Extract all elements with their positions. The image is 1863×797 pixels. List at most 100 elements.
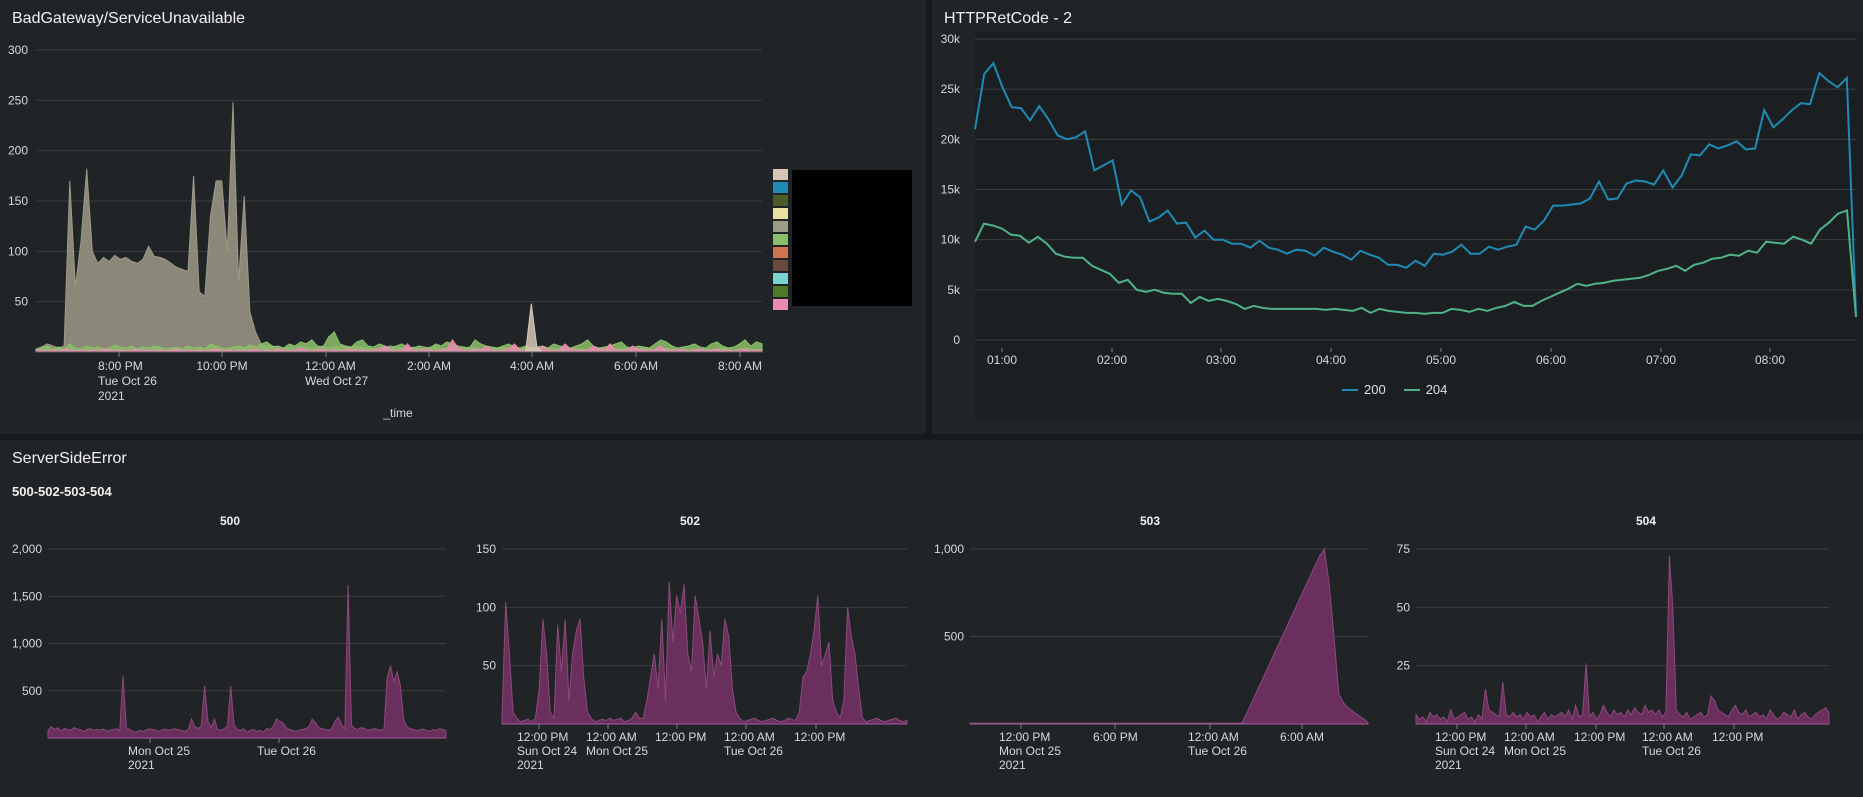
legend-swatch-0 [773, 169, 788, 180]
c503-title: 503 [1140, 514, 1160, 528]
http-ret-legend: 200 204 [1342, 382, 1447, 397]
c500-title: 500 [220, 514, 240, 528]
c504-xtick-label: 2021 [1435, 758, 1462, 772]
bad-ytick-label: 200 [8, 144, 28, 158]
server-side-panel: ServerSideError 500-502-503-504 500 500 1,… [0, 440, 1863, 797]
bad-ytick-label: 150 [8, 194, 28, 208]
c504-xtick-label: 12:00 AM [1642, 730, 1693, 744]
c504-ytick-label: 25 [1397, 659, 1411, 673]
c502-xtick-label: 2021 [517, 758, 544, 772]
server-side-title: ServerSideError [12, 450, 127, 467]
http-xtick-label: 01:00 [987, 353, 1017, 367]
c500-area [47, 584, 447, 739]
legend-item-204[interactable]: 204 [1403, 382, 1448, 397]
http-xtick-label: 03:00 [1206, 353, 1236, 367]
legend-label-200: 200 [1364, 382, 1386, 397]
c504-xtick-label: Sun Oct 24 [1435, 744, 1495, 758]
c500-ytick-label: 1,000 [12, 637, 42, 651]
http-ytick-label: 15k [941, 183, 961, 197]
bad-xtick-label: Tue Oct 26 [98, 374, 157, 388]
legend-swatch-9 [773, 286, 788, 297]
c500-ytick-label: 1,500 [12, 589, 42, 603]
c502-xtick-label: Tue Oct 26 [724, 744, 783, 758]
http-xtick-label: 06:00 [1536, 353, 1566, 367]
http-ytick-label: 5k [947, 283, 961, 297]
c502-xtick-label: Mon Oct 25 [586, 744, 648, 758]
c503-xtick-label: 12:00 PM [999, 730, 1050, 744]
legend-swatch-2 [773, 195, 788, 206]
bad-gateway-panel: BadGateway/ServiceUnavailable 50 100 150 20… [0, 0, 926, 434]
http-ret-panel: HTTPRetCode - 2 0 5k 10k 15k 20k 25k 30k 01:00 0… [932, 0, 1863, 434]
c500-ytick-label: 2,000 [12, 542, 42, 556]
c504-xtick-label: 12:00 PM [1435, 730, 1486, 744]
legend-swatches [773, 169, 788, 312]
c502-xtick-label: 12:00 PM [794, 730, 845, 744]
http-xtick-label: 04:00 [1316, 353, 1346, 367]
legend-swatch-10 [773, 299, 788, 310]
http-xtick-label: 02:00 [1097, 353, 1127, 367]
c500-xtick-label: 2021 [128, 758, 155, 772]
legend-swatch-7 [773, 260, 788, 271]
legend-item-200[interactable]: 200 [1342, 382, 1386, 397]
legend-swatch-8 [773, 273, 788, 284]
c502-ytick-label: 100 [476, 600, 496, 614]
bad-xtick-label: 12:00 AM [305, 359, 356, 373]
c504-xtick-label: 12:00 AM [1504, 730, 1555, 744]
bad-ytick-label: 300 [8, 43, 28, 57]
http-ret-title: HTTPRetCode - 2 [944, 10, 1073, 27]
bad-ytick-label: 50 [15, 295, 29, 309]
legend-line-200 [1342, 388, 1358, 391]
bad-area-main [35, 102, 763, 353]
c504-xtick-label: Mon Oct 25 [1504, 744, 1566, 758]
c502-ytick-label: 150 [476, 542, 496, 556]
http-ytick-label: 10k [941, 233, 961, 247]
legend-swatch-4 [773, 221, 788, 232]
legend-swatch-3 [773, 208, 788, 219]
bad-xtick-label: 8:00 AM [718, 359, 762, 373]
bad-xtick-label: 2021 [98, 389, 125, 403]
http-ytick-label: 30k [941, 32, 961, 46]
bad-xtick-label: 2:00 AM [407, 359, 451, 373]
c504-xtick-label: 12:00 PM [1574, 730, 1625, 744]
c503-ytick-label: 500 [944, 630, 964, 644]
c503-xtick-label: 6:00 AM [1280, 730, 1324, 744]
c503-xtick-label: 2021 [999, 758, 1026, 772]
bad-xtick-label: 8:00 PM [98, 359, 143, 373]
c503-ytick-label: 1,000 [934, 542, 964, 556]
c504-title: 504 [1636, 514, 1656, 528]
bad-xtick-label: 6:00 AM [614, 359, 658, 373]
bad-xtick-label: Wed Oct 27 [305, 374, 368, 388]
c502-xtick-label: 12:00 PM [517, 730, 568, 744]
http-xtick-label: 08:00 [1755, 353, 1785, 367]
c504-xtick-label: 12:00 PM [1712, 730, 1763, 744]
bad-xtick-label: 4:00 AM [510, 359, 554, 373]
c502-xtick-label: Sun Oct 24 [517, 744, 577, 758]
legend-swatch-5 [773, 234, 788, 245]
c500-xtick-label: Mon Oct 25 [128, 744, 190, 758]
c500-xtick-label: Tue Oct 26 [257, 744, 316, 758]
bad-ytick-label: 250 [8, 93, 28, 107]
c502-xtick-label: 12:00 AM [586, 730, 637, 744]
bad-x-axis-label: _time [382, 406, 413, 420]
c503-xtick-label: 6:00 PM [1093, 730, 1138, 744]
c503-xtick-label: Mon Oct 25 [999, 744, 1061, 758]
legend-line-204 [1403, 388, 1420, 391]
c502-ytick-label: 50 [483, 659, 497, 673]
legend-label-204: 204 [1425, 382, 1448, 397]
http-line-204 [974, 209, 1857, 317]
bad-xtick-label: 10:00 PM [196, 359, 247, 373]
legend-swatch-1 [773, 182, 788, 193]
c504-ytick-label: 75 [1397, 542, 1411, 556]
c503-xtick-label: 12:00 AM [1188, 730, 1239, 744]
c503-area [969, 547, 1369, 725]
bad-area-green [35, 331, 763, 353]
c500-ytick-label: 500 [22, 684, 42, 698]
http-ret-chart[interactable]: 0 5k 10k 15k 20k 25k 30k 01:00 02:00 03:00 04:00 05… [932, 0, 1863, 434]
http-xtick-label: 05:00 [1426, 353, 1456, 367]
legend-swatch-6 [773, 247, 788, 258]
c503-xtick-label: Tue Oct 26 [1188, 744, 1247, 758]
c504-ytick-label: 50 [1397, 600, 1411, 614]
bad-gateway-title: BadGateway/ServiceUnavailable [12, 10, 246, 27]
